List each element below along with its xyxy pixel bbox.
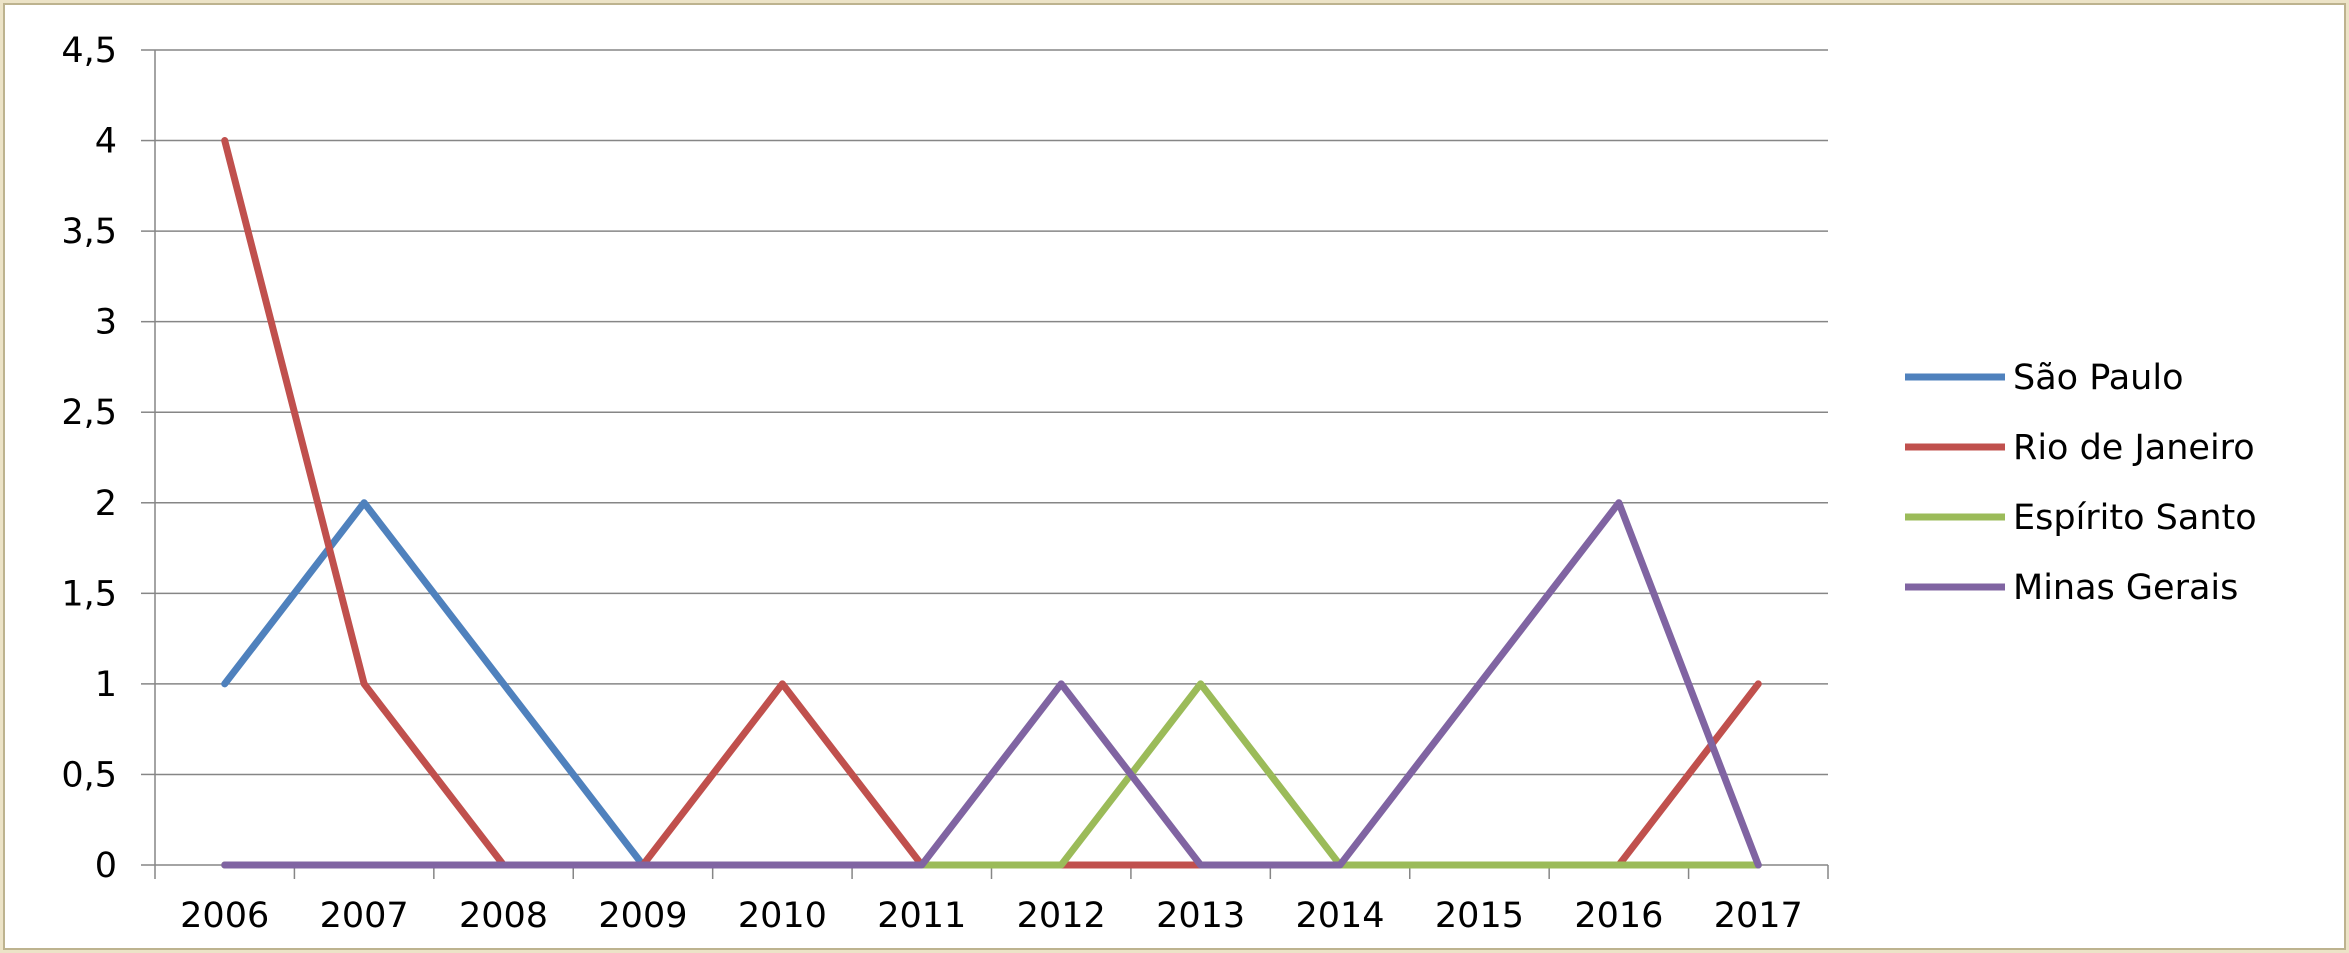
axes: 0 0,5 1 1,5 2 2,5 3 3,5 4 4,5 2006 2007 2008 2009 2010… xyxy=(61,31,1829,936)
legend-label-rio-de-janeiro: Rio de Janeiro xyxy=(2013,428,2255,468)
x-tick-label: 2014 xyxy=(1296,896,1385,936)
x-tick-label: 2015 xyxy=(1435,896,1524,936)
legend-label-sao-paulo: São Paulo xyxy=(2013,358,2184,398)
y-tick-label: 0,5 xyxy=(61,755,117,795)
x-tick-label: 2007 xyxy=(320,896,409,936)
x-tick-label: 2013 xyxy=(1156,896,1245,936)
legend-label-espirito-santo: Espírito Santo xyxy=(2013,498,2257,538)
series-line-minas-gerais xyxy=(221,499,1762,869)
x-tick-label: 2017 xyxy=(1714,896,1803,936)
legend: São Paulo Rio de Janeiro Espírito Santo Min… xyxy=(1905,358,2257,608)
y-tick-label: 2,5 xyxy=(61,393,117,433)
y-tick-label: 4,5 xyxy=(61,31,117,71)
chart-frame: 0 0,5 1 1,5 2 2,5 3 3,5 4 4,5 2006 2007 2008 2009 2010… xyxy=(3,3,2346,950)
gridlines xyxy=(155,49,1828,776)
y-tick-label: 2 xyxy=(95,484,117,524)
x-tick-label: 2009 xyxy=(598,896,687,936)
x-tick-label: 2008 xyxy=(459,896,548,936)
y-tick-label: 0 xyxy=(95,846,117,886)
line-chart: 0 0,5 1 1,5 2 2,5 3 3,5 4 4,5 2006 2007 2008 2009 2010… xyxy=(61,31,2257,936)
series-lines xyxy=(221,137,1762,869)
x-tick-label: 2011 xyxy=(877,896,966,936)
y-tick-label: 3 xyxy=(95,303,117,343)
y-tick-label: 1 xyxy=(95,665,117,705)
x-tick-label: 2016 xyxy=(1574,896,1663,936)
x-tick-label: 2006 xyxy=(180,896,269,936)
y-tick-label: 3,5 xyxy=(61,212,117,252)
legend-label-minas-gerais: Minas Gerais xyxy=(2013,568,2238,608)
y-tick-label: 4 xyxy=(95,122,117,162)
x-tick-label: 2010 xyxy=(738,896,827,936)
x-tick-label: 2012 xyxy=(1017,896,1106,936)
y-tick-label: 1,5 xyxy=(61,574,117,614)
